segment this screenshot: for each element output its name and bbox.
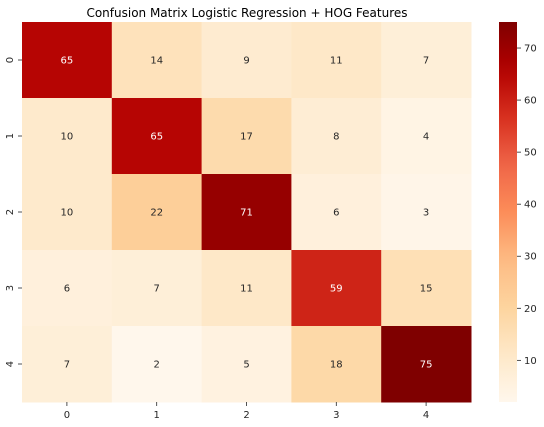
cell-label-2-4: 3 <box>423 208 429 219</box>
cell-2-3 <box>291 174 382 251</box>
cell-label-0-4: 7 <box>423 56 429 67</box>
cell-1-4 <box>381 98 472 175</box>
colorbar-tick-label-60: 60 <box>524 96 537 107</box>
cell-label-1-0: 10 <box>61 132 74 143</box>
x-tick-label-4: 4 <box>423 410 429 421</box>
y-tick-label-3: 3 <box>5 285 16 291</box>
cell-label-1-2: 17 <box>240 132 253 143</box>
cell-label-3-2: 11 <box>240 284 253 295</box>
chart-title: Confusion Matrix Logistic Regression + H… <box>86 6 407 20</box>
y-axis: 0 1 2 3 4 <box>5 57 22 367</box>
cell-4-0 <box>22 326 113 403</box>
y-tick-label-0: 0 <box>5 57 16 63</box>
cell-label-4-3: 18 <box>330 360 343 371</box>
cell-label-1-1: 65 <box>150 132 163 143</box>
cell-2-1 <box>111 174 203 251</box>
cell-0-3 <box>291 22 382 99</box>
colorbar-gradient <box>499 22 517 402</box>
cell-label-2-2: 71 <box>240 208 253 219</box>
cell-0-4 <box>381 22 472 99</box>
cell-label-2-1: 22 <box>150 208 163 219</box>
colorbar: 10 20 30 40 50 60 70 <box>499 22 537 402</box>
cell-label-2-3: 6 <box>333 208 339 219</box>
cell-3-0 <box>22 250 113 327</box>
cell-3-2 <box>201 250 292 327</box>
cell-1-0 <box>22 98 113 175</box>
cell-2-4 <box>381 174 472 251</box>
colorbar-tick-label-40: 40 <box>524 200 537 211</box>
cell-label-0-1: 14 <box>150 56 163 67</box>
heatmap-cells: 65 14 9 11 7 10 65 17 8 4 10 22 71 6 3 6 7 11 59 15 7 2 5 18 75 <box>22 22 472 403</box>
cell-0-2 <box>201 22 292 99</box>
x-axis: 0 1 2 3 4 <box>64 402 429 421</box>
y-tick-label-1: 1 <box>5 133 16 139</box>
cell-2-2 <box>201 174 292 251</box>
cell-2-0 <box>22 174 113 251</box>
cell-0-1 <box>111 22 203 99</box>
cell-label-2-0: 10 <box>61 208 74 219</box>
cell-4-1 <box>111 326 203 403</box>
colorbar-tick-label-10: 10 <box>524 356 537 367</box>
cell-label-3-0: 6 <box>64 284 70 295</box>
colorbar-tick-label-70: 70 <box>524 44 537 55</box>
cell-1-3 <box>291 98 382 175</box>
colorbar-tick-label-20: 20 <box>524 304 537 315</box>
cell-label-0-2: 9 <box>243 56 249 67</box>
cell-3-4 <box>381 250 472 327</box>
cell-label-3-3: 59 <box>330 284 343 295</box>
cell-3-1 <box>111 250 203 327</box>
cell-label-1-4: 4 <box>423 132 429 143</box>
cell-label-0-3: 11 <box>330 56 343 67</box>
cell-label-4-4: 75 <box>420 360 433 371</box>
cell-label-4-0: 7 <box>64 360 70 371</box>
cell-3-3 <box>291 250 382 327</box>
cell-4-2 <box>201 326 292 403</box>
y-tick-label-4: 4 <box>5 361 16 367</box>
x-tick-label-1: 1 <box>154 410 160 421</box>
cell-label-1-3: 8 <box>333 132 339 143</box>
cell-label-3-1: 7 <box>154 284 160 295</box>
cell-4-4 <box>381 326 472 403</box>
x-tick-label-0: 0 <box>64 410 70 421</box>
cell-label-4-1: 2 <box>154 360 160 371</box>
colorbar-tick-label-50: 50 <box>524 148 537 159</box>
y-tick-label-2: 2 <box>5 209 16 215</box>
cell-label-4-2: 5 <box>243 360 249 371</box>
cell-label-0-0: 65 <box>61 56 74 67</box>
cell-4-3 <box>291 326 382 403</box>
x-tick-label-3: 3 <box>333 410 339 421</box>
colorbar-tick-label-30: 30 <box>524 252 537 263</box>
cell-1-1 <box>111 98 203 175</box>
cell-0-0 <box>22 22 113 99</box>
cell-label-3-4: 15 <box>420 284 433 295</box>
x-tick-label-2: 2 <box>243 410 249 421</box>
cell-1-2 <box>201 98 292 175</box>
